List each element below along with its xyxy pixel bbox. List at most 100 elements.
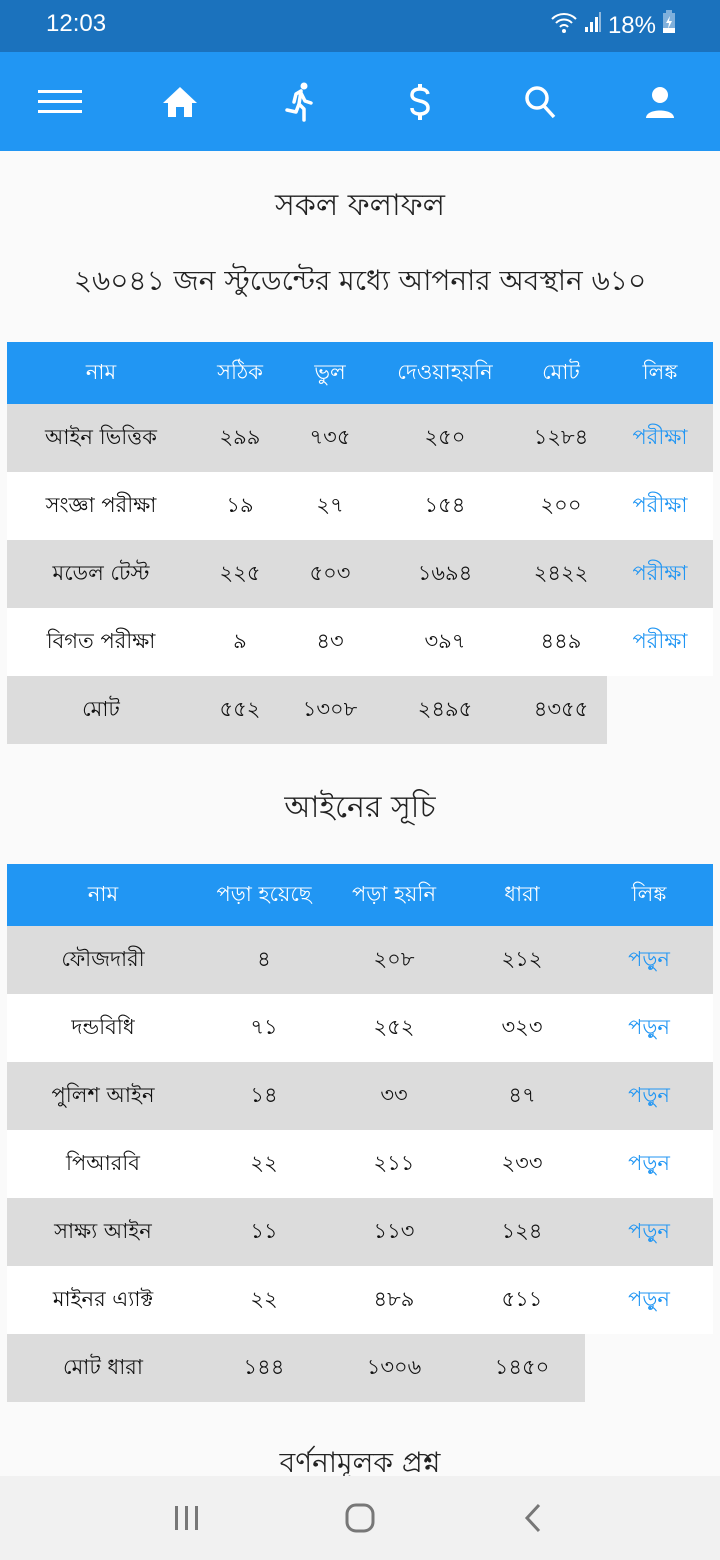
read-link[interactable]: পড়ুন	[585, 1062, 713, 1130]
exam-link[interactable]: পরীক্ষা	[607, 608, 713, 676]
cell-total: ৪৪৯	[515, 608, 607, 676]
row-name: ফৌজদারী	[7, 926, 199, 994]
table-row: দন্ডবিধি ৭১ ২৫২ ৩২৩ পড়ুন	[7, 994, 713, 1062]
row-name: পুলিশ আইন	[7, 1062, 199, 1130]
row-name: মোট	[7, 676, 195, 744]
menu-icon[interactable]	[30, 72, 90, 132]
read-link[interactable]: পড়ুন	[585, 1130, 713, 1198]
col-header: লিঙ্ক	[585, 864, 713, 926]
dollar-icon[interactable]	[390, 72, 450, 132]
cell-correct: ২২৫	[195, 540, 285, 608]
row-name: দন্ডবিধি	[7, 994, 199, 1062]
table-row: পিআরবি ২২ ২১১ ২৩৩ পড়ুন	[7, 1130, 713, 1198]
col-header: দেওয়াহয়নি	[375, 342, 515, 404]
row-name: বিগত পরীক্ষা	[7, 608, 195, 676]
main-content[interactable]: সকল ফলাফল ২৬০৪১ জন স্টুডেন্টের মধ্যে আপন…	[0, 151, 720, 1476]
cell-read: ২২	[199, 1130, 329, 1198]
cell-sections: ২১২	[459, 926, 585, 994]
cell-unread: ২১১	[329, 1130, 459, 1198]
cell-read: ৪	[199, 926, 329, 994]
col-header: পড়া হয়েছে	[199, 864, 329, 926]
exam-link[interactable]: পরীক্ষা	[607, 404, 713, 472]
person-icon[interactable]	[630, 72, 690, 132]
laws-title: আইনের সূচি	[284, 790, 436, 825]
row-name: সংজ্ঞা পরীক্ষা	[7, 472, 195, 540]
recents-icon[interactable]	[157, 1488, 217, 1548]
total-row: মোট ধারা ১৪৪ ১৩০৬ ১৪৫০	[7, 1334, 713, 1402]
cell-sections: ২৩৩	[459, 1130, 585, 1198]
battery-charging-icon	[662, 10, 676, 41]
read-link[interactable]: পড়ুন	[585, 1198, 713, 1266]
cell-unanswered: ১৫৪	[375, 472, 515, 540]
cell-read: ২২	[199, 1266, 329, 1334]
cell-sections: ১৪৫০	[459, 1334, 585, 1402]
read-link[interactable]: পড়ুন	[585, 994, 713, 1062]
cell-correct: ৯	[195, 608, 285, 676]
cell-unanswered: ২৫০	[375, 404, 515, 472]
empty-cell	[585, 1334, 713, 1402]
cell-total: ২০০	[515, 472, 607, 540]
status-bar: 12:03 18%	[0, 0, 720, 52]
laws-table: নাম পড়া হয়েছে পড়া হয়নি ধারা লিঙ্ক ফৌ…	[7, 864, 713, 1402]
cell-correct: ৫৫২	[195, 676, 285, 744]
table-row: মডেল টেস্ট ২২৫ ৫০৩ ১৬৯৪ ২৪২২ পরীক্ষা	[7, 540, 713, 608]
results-title: সকল ফলাফল	[275, 188, 445, 223]
cell-total: ১২৮৪	[515, 404, 607, 472]
col-header: পড়া হয়নি	[329, 864, 459, 926]
cell-total: ৪৩৫৫	[515, 676, 607, 744]
row-name: মাইনর এ্যাক্ট	[7, 1266, 199, 1334]
cell-sections: ৪৭	[459, 1062, 585, 1130]
cell-unanswered: ৩৯৭	[375, 608, 515, 676]
col-header: লিঙ্ক	[607, 342, 713, 404]
table-row: সাক্ষ্য আইন ১১ ১১৩ ১২৪ পড়ুন	[7, 1198, 713, 1266]
cell-wrong: ৭৩৫	[285, 404, 375, 472]
table-row: পুলিশ আইন ১৪ ৩৩ ৪৭ পড়ুন	[7, 1062, 713, 1130]
system-nav-bar	[0, 1476, 720, 1560]
exam-link[interactable]: পরীক্ষা	[607, 540, 713, 608]
table-header-row: নাম সঠিক ভুল দেওয়াহয়নি মোট লিঙ্ক	[7, 342, 713, 404]
cell-unread: ২৫২	[329, 994, 459, 1062]
signal-icon	[584, 11, 602, 40]
search-icon[interactable]	[510, 72, 570, 132]
read-link[interactable]: পড়ুন	[585, 1266, 713, 1334]
cell-unread: ১১৩	[329, 1198, 459, 1266]
col-header: নাম	[7, 864, 199, 926]
exam-link[interactable]: পরীক্ষা	[607, 472, 713, 540]
table-row: সংজ্ঞা পরীক্ষা ১৯ ২৭ ১৫৪ ২০০ পরীক্ষা	[7, 472, 713, 540]
cell-read: ১৪	[199, 1062, 329, 1130]
row-name: পিআরবি	[7, 1130, 199, 1198]
running-icon[interactable]	[270, 72, 330, 132]
cell-read: ১১	[199, 1198, 329, 1266]
col-header: নাম	[7, 342, 195, 404]
col-header: সঠিক	[195, 342, 285, 404]
cell-unread: ৩৩	[329, 1062, 459, 1130]
home-icon[interactable]	[150, 72, 210, 132]
cell-read: ১৪৪	[199, 1334, 329, 1402]
cell-sections: ৩২৩	[459, 994, 585, 1062]
table-row: আইন ভিত্তিক ২৯৯ ৭৩৫ ২৫০ ১২৮৪ পরীক্ষা	[7, 404, 713, 472]
cell-total: ২৪২২	[515, 540, 607, 608]
cell-sections: ১২৪	[459, 1198, 585, 1266]
cell-wrong: ৫০৩	[285, 540, 375, 608]
cell-unread: ৪৮৯	[329, 1266, 459, 1334]
cell-unanswered: ২৪৯৫	[375, 676, 515, 744]
app-bar	[0, 52, 720, 151]
back-icon[interactable]	[503, 1488, 563, 1548]
table-header-row: নাম পড়া হয়েছে পড়া হয়নি ধারা লিঙ্ক	[7, 864, 713, 926]
cell-unread: ১৩০৬	[329, 1334, 459, 1402]
battery-percent: 18%	[607, 11, 656, 39]
rank-text: ২৬০৪১ জন স্টুডেন্টের মধ্যে আপনার অবস্থান…	[73, 264, 647, 297]
home-circle-icon[interactable]	[330, 1488, 390, 1548]
empty-cell	[607, 676, 713, 744]
read-link[interactable]: পড়ুন	[585, 926, 713, 994]
cell-unanswered: ১৬৯৪	[375, 540, 515, 608]
table-row: মাইনর এ্যাক্ট ২২ ৪৮৯ ৫১১ পড়ুন	[7, 1266, 713, 1334]
results-table: নাম সঠিক ভুল দেওয়াহয়নি মোট লিঙ্ক আইন ভ…	[7, 342, 713, 744]
col-header: মোট	[515, 342, 607, 404]
total-row: মোট ৫৫২ ১৩০৮ ২৪৯৫ ৪৩৫৫	[7, 676, 713, 744]
cell-wrong: ১৩০৮	[285, 676, 375, 744]
col-header: ধারা	[459, 864, 585, 926]
cell-read: ৭১	[199, 994, 329, 1062]
row-name: মোট ধারা	[7, 1334, 199, 1402]
descriptive-questions-title: বর্ণনামূলক প্রশ্ন	[279, 1446, 441, 1476]
